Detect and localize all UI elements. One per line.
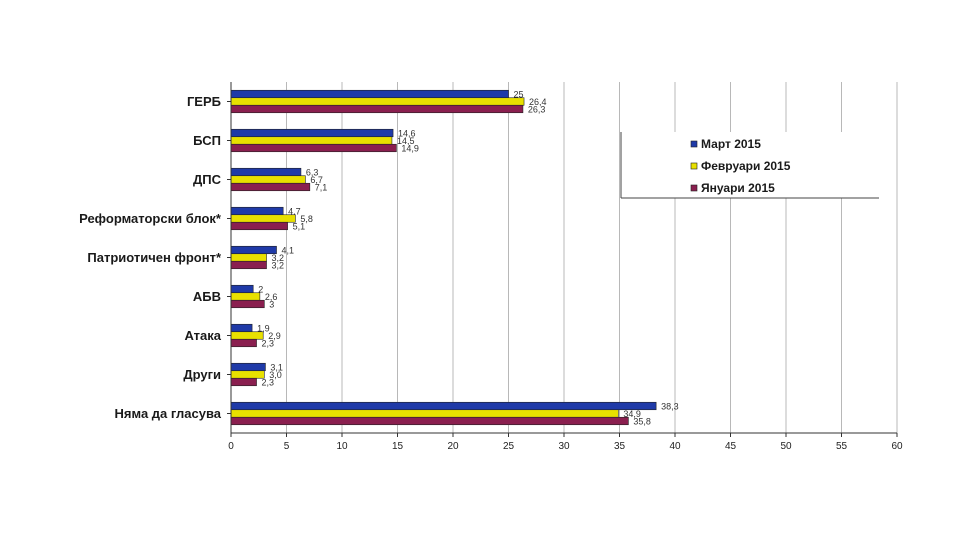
legend-box [621,132,879,198]
data-label: 7,1 [315,182,328,192]
data-label: 14,6 [398,128,416,138]
bar-2-2 [230,136,393,145]
data-label: 3,1 [270,362,283,372]
legend-swatch [690,184,698,192]
data-label: 5,1 [293,221,306,231]
data-label: 25 [514,89,524,99]
tick-label-x: 0 [228,441,234,452]
data-label: 6,7 [310,175,323,185]
bars: 25 26,426,3 14,614,514,9 6,36,77,1 4,75,85,1… [230,89,679,426]
data-label: 14,5 [397,136,415,146]
data-label: 1,9 [257,323,270,333]
bar-3-4 [230,221,288,231]
tick-label-x: 55 [836,441,848,452]
data-label: 6,3 [306,167,319,177]
category-label: ДПС [193,172,222,187]
data-label: 2,9 [268,331,281,341]
tick-label-x: 30 [558,441,570,452]
bar-2-4 [230,214,296,223]
bar-1-5 [230,245,277,255]
tick-label-x: 15 [392,441,404,452]
axes: 0 5 10 15 20 25 30 35 40 45 50 55 60 ГЕРБ БСП ДПС Реформ… [79,82,903,452]
category-label: Реформаторски блок* [79,211,222,226]
category-label: Атака [184,328,221,343]
tick-label-x: 50 [780,441,792,452]
data-label: 2,3 [262,377,275,387]
bar-1-2 [230,128,394,138]
bar-2-8 [230,370,265,379]
bar-2-1 [230,97,525,106]
bar-3-9 [230,416,629,426]
legend-swatch [690,140,698,148]
category-label: Патриотичен фронт* [87,250,222,265]
bar-3-5 [230,260,267,270]
data-label: 26,4 [529,97,547,107]
legend: Март 2015 Февруари 2015 Януари 2015 [620,132,879,199]
bar-2-6 [230,292,261,301]
bar-2-3 [230,175,306,184]
data-label: 34,9 [623,409,641,419]
bar-2-5 [230,253,267,262]
tick-label-x: 5 [284,441,290,452]
bar-3-7 [230,338,257,348]
data-label: 2 [258,284,263,294]
category-label: АБВ [193,289,221,304]
legend-label: Февруари 2015 [701,159,791,173]
bar-3-2 [230,143,397,153]
data-label: 14,9 [401,143,419,153]
data-label: 26,3 [528,104,546,114]
tick-label-x: 20 [447,441,459,452]
bar-1-3 [230,167,302,177]
data-label: 35,8 [633,416,651,426]
bar-2-7 [230,331,264,340]
tick-label-x: 35 [614,441,626,452]
bar-1-4 [230,206,284,216]
bar-1-9 [230,401,657,411]
legend-label: Март 2015 [701,137,761,151]
tick-label-x: 10 [336,441,348,452]
tick-label-x: 60 [891,441,903,452]
bar-3-8 [230,377,257,387]
tick-label-x: 45 [725,441,737,452]
category-label: ГЕРБ [187,94,221,109]
bar-2-9 [230,409,619,418]
data-label: 3,0 [269,370,282,380]
bar-1-7 [230,323,253,333]
bar-3-1 [230,104,524,114]
tick-label-x: 25 [503,441,515,452]
legend-swatch [690,162,698,170]
data-label: 5,8 [300,214,313,224]
bar-3-6 [230,299,265,309]
category-label: Други [183,367,221,382]
data-label: 3 [269,299,274,309]
data-label: 4,1 [282,245,295,255]
data-label: 3,2 [272,260,285,270]
data-label: 3,2 [272,253,285,263]
bar-3-3 [230,182,311,192]
data-label: 38,3 [661,401,679,411]
bar-1-8 [230,362,266,372]
legend-label: Януари 2015 [701,181,775,195]
category-label: БСП [193,133,221,148]
bar-1-1 [230,89,509,99]
category-label: Няма да гласува [115,406,222,421]
data-label: 4,7 [288,206,301,216]
data-label: 2,6 [265,292,278,302]
data-label: 2,3 [262,338,275,348]
tick-label-x: 40 [669,441,681,452]
bar-1-6 [230,284,254,294]
